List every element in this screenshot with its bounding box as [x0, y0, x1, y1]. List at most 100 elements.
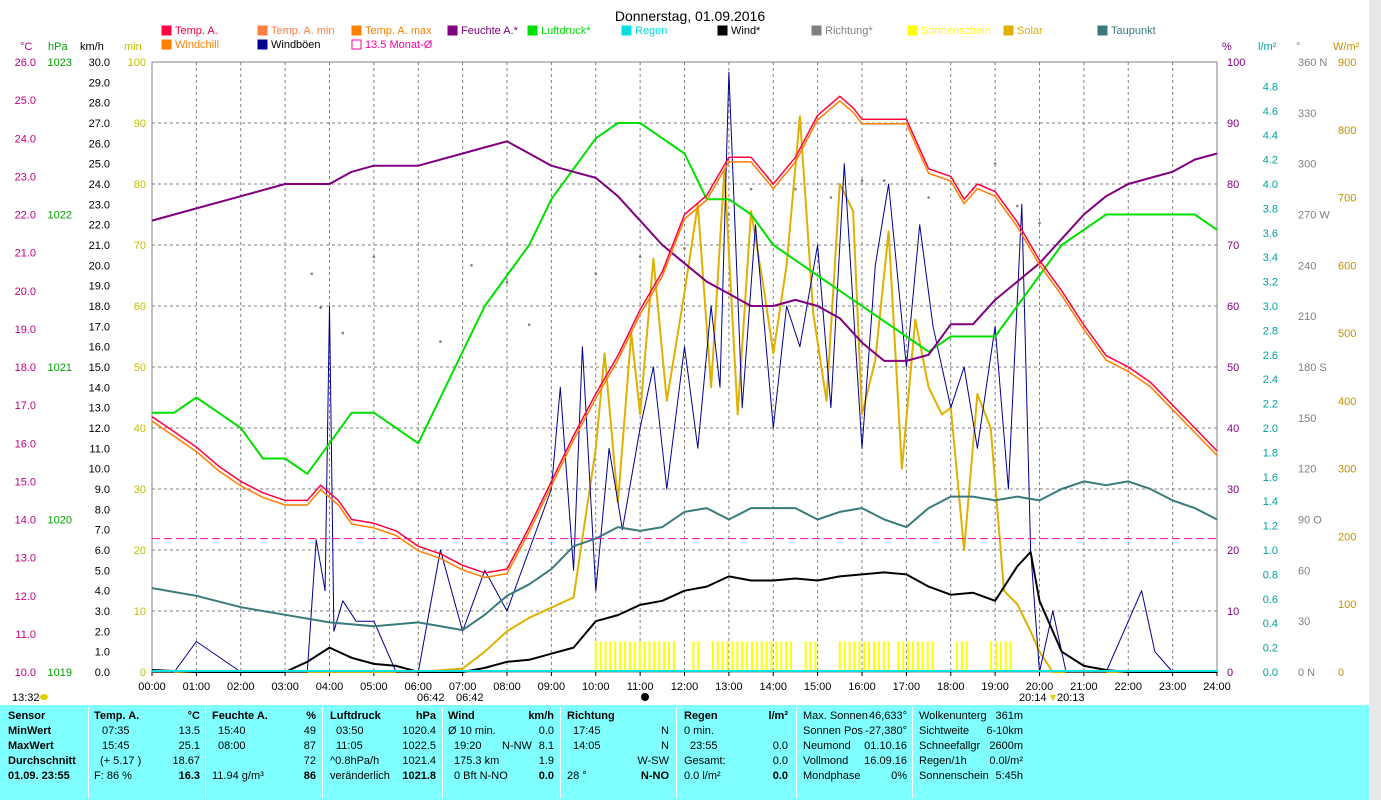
direction-dot [505, 280, 509, 284]
stats-humidity-now-value: 86 [303, 770, 316, 782]
y-tick-rain: 0.0 [1263, 667, 1278, 679]
stats-temp-max-value: 25.1 [178, 740, 200, 752]
direction-dot [310, 272, 314, 276]
y-tick-sun: 10 [134, 606, 146, 618]
x-tick-label: 00:00 [138, 681, 166, 693]
y-tick-wind: 27.0 [89, 118, 110, 130]
legend-swatch [447, 25, 458, 36]
sunset-label: 20:13 [1057, 692, 1085, 704]
stats-misc-r4-value: 0.0l/m² [989, 755, 1023, 767]
y-tick-direction: 210 [1298, 311, 1316, 323]
y-tick-sun: 70 [134, 240, 146, 252]
sunrise-label: 06:42 [417, 692, 445, 704]
y-tick-direction: 240 [1298, 260, 1316, 272]
stats-row-label-avg: Durchschnitt [8, 755, 76, 767]
stats-current-date: 01.09. 23:55 [8, 770, 70, 782]
y-tick-rain: 1.2 [1263, 521, 1278, 533]
y-tick-direction: 300 [1298, 159, 1316, 171]
y-tick-sun: 60 [134, 301, 146, 313]
legend-label: Richtung* [825, 25, 873, 37]
stats-rain-unit: l/m² [768, 710, 788, 722]
y-tick-temp: 19.0 [15, 324, 36, 336]
y-tick-wind: 29.0 [89, 77, 110, 89]
stats-astro-r4-value: 16.09.16 [864, 755, 907, 767]
x-tick-label: 06:00 [404, 681, 432, 693]
y-tick-direction: 60 [1298, 565, 1310, 577]
y-tick-sun: 20 [134, 545, 146, 557]
y-tick-humidity: 10 [1227, 606, 1239, 618]
stats-astro-r4-label: Vollmond [803, 755, 849, 767]
y-tick-humidity: 20 [1227, 545, 1239, 557]
direction-dot [749, 187, 753, 191]
y-tick-rain: 3.4 [1263, 252, 1278, 264]
stats-divider [912, 707, 913, 798]
stats-temp-unit: °C [187, 710, 200, 722]
y-tick-pressure: 1023 [48, 57, 72, 69]
y-tick-humidity: 80 [1227, 179, 1239, 191]
y-tick-temp: 13.0 [15, 553, 36, 565]
stats-rain-r3-value: 0.0 [772, 755, 788, 767]
y-tick-temp: 21.0 [15, 248, 36, 260]
y-tick-wind: 26.0 [89, 138, 110, 150]
x-tick-label: 02:00 [227, 681, 255, 693]
stats-sensor-header: Sensor [8, 710, 46, 722]
y-tick-solar: 800 [1338, 125, 1356, 137]
x-tick-label: 16:00 [848, 681, 876, 693]
stats-rain-r2-time: 23:55 [690, 740, 718, 752]
y-tick-wind: 8.0 [95, 504, 110, 516]
legend-label: Taupunkt [1111, 25, 1156, 37]
y-tick-wind: 18.0 [89, 301, 110, 313]
stats-misc-r3-value: 2600m [989, 740, 1023, 752]
legend-label: Luftdruck* [541, 25, 591, 37]
stats-astro-r3-label: Neumond [803, 740, 851, 752]
stats-misc-r3-label: Schneefallgr [919, 740, 981, 752]
series-humidity [151, 140, 1218, 362]
legend-label: Temp. A. min [271, 25, 335, 37]
direction-dot [683, 247, 686, 250]
legend-label: Windchill [175, 39, 219, 51]
stats-astro-r1-value: 46,633° [868, 710, 907, 722]
stats-temp-now-label: F: 86 % [94, 770, 132, 782]
legend-swatch [527, 25, 538, 36]
series-wind-gusts [152, 71, 1217, 673]
x-tick-label: 14:00 [759, 681, 787, 693]
stats-astro-r5-label: Mondphase [803, 770, 861, 782]
y-tick-sun: 30 [134, 484, 146, 496]
stats-divider [796, 707, 797, 798]
legend-label: Sonnenschein [921, 25, 991, 37]
moon-icon [641, 693, 649, 701]
stats-wind-now-value: 0.0 [538, 770, 554, 782]
axis-unit-min: min [124, 41, 142, 53]
x-tick-label: 20:00 [1026, 681, 1054, 693]
stats-humidity-column: Feuchte A.% 15:40 49 08:00 87 72 11.94 g/m… [212, 709, 316, 784]
y-tick-wind: 12.0 [89, 423, 110, 435]
y-tick-rain: 2.6 [1263, 350, 1278, 362]
stats-direction-now-label: 28 ° [567, 770, 587, 782]
stats-misc-r1-label: Wolkenunterg [919, 710, 987, 722]
stats-astro-r3-value: 01.10.16 [864, 740, 907, 752]
y-tick-solar: 0 [1338, 667, 1344, 679]
legend-swatch [621, 25, 632, 36]
y-tick-rain: 4.6 [1263, 106, 1278, 118]
series-temperature [151, 95, 1218, 574]
stats-pressure-max-time: 11:05 [336, 740, 363, 752]
axis-unit-celsius: °C [20, 41, 32, 53]
x-tick-label: 10:00 [582, 681, 610, 693]
stats-rain-now-value: 0.0 [772, 770, 788, 782]
y-tick-rain: 3.2 [1263, 277, 1278, 289]
legend-label: Feuchte A.* [461, 25, 519, 37]
direction-dot [372, 255, 376, 259]
y-tick-wind: 4.0 [95, 586, 110, 598]
stats-direction-r3-value: W-SW [637, 755, 669, 767]
y-tick-humidity: 50 [1227, 362, 1239, 374]
window-scrollbar[interactable] [1369, 0, 1381, 800]
stats-direction-r1-value: N [661, 725, 669, 737]
stats-row-label-max: MaxWert [8, 740, 54, 752]
legend-label: 13.5 Monat-Ø [365, 39, 433, 51]
stats-misc-r2-label: Sichtweite [919, 725, 970, 737]
y-tick-temp: 14.0 [15, 515, 36, 527]
stats-direction-r2-time: 14:05 [573, 740, 601, 752]
y-tick-direction: 330 [1298, 108, 1316, 120]
stats-temp-avg-value: 18.67 [172, 755, 200, 767]
stats-temp-column: Temp. A. °C 07:35 13.5 15:45 25.1 (+ 5.17 )… [94, 709, 200, 784]
